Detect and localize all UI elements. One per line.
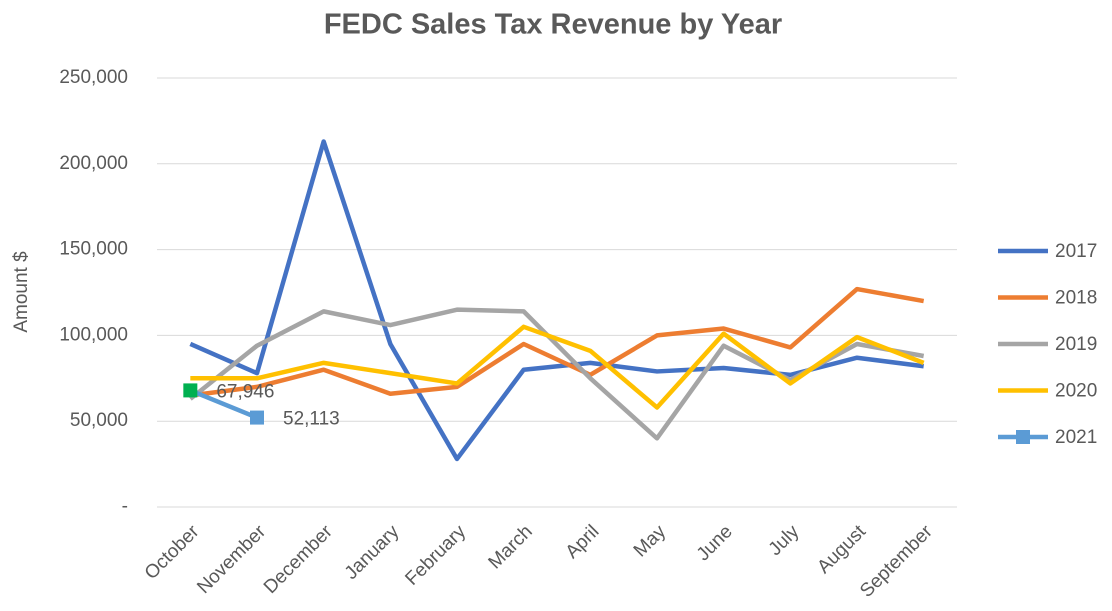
data-label: 52,113 bbox=[283, 409, 340, 430]
y-tick-label: - bbox=[122, 496, 128, 517]
x-tick-label: April bbox=[562, 521, 604, 563]
x-tick-label: July bbox=[765, 521, 804, 560]
y-tick-label: 200,000 bbox=[59, 153, 128, 174]
legend-label: 2017 bbox=[1055, 241, 1097, 262]
legend-label: 2019 bbox=[1055, 334, 1097, 355]
x-tick-label: February bbox=[401, 521, 470, 590]
legend-marker bbox=[1016, 430, 1030, 444]
x-tick-label: November bbox=[193, 521, 270, 598]
x-tick-label: June bbox=[693, 521, 737, 565]
series-line bbox=[189, 388, 258, 420]
legend-label: 2020 bbox=[1055, 381, 1097, 402]
x-tick-label: January bbox=[341, 521, 404, 584]
x-tick-label: May bbox=[630, 521, 671, 562]
legend-label: 2018 bbox=[1055, 288, 1097, 309]
y-tick-label: 100,000 bbox=[59, 324, 128, 345]
marker bbox=[183, 383, 198, 398]
legend-label: 2021 bbox=[1055, 427, 1097, 448]
x-tick-label: December bbox=[260, 521, 337, 598]
series-line bbox=[190, 324, 925, 410]
x-tick-label: October bbox=[141, 521, 204, 584]
data-label: 67,946 bbox=[216, 381, 274, 402]
x-tick-label: March bbox=[485, 521, 537, 573]
marker bbox=[250, 410, 264, 425]
y-tick-label: 50,000 bbox=[70, 410, 128, 431]
series-line bbox=[190, 286, 925, 398]
y-axis-label: Amount $ bbox=[11, 251, 32, 333]
chart-title: FEDC Sales Tax Revenue by Year bbox=[324, 9, 782, 41]
x-tick-label: September bbox=[856, 521, 937, 602]
y-tick-label: 150,000 bbox=[59, 239, 128, 260]
x-tick-label: August bbox=[813, 521, 870, 578]
y-tick-label: 250,000 bbox=[59, 67, 128, 88]
